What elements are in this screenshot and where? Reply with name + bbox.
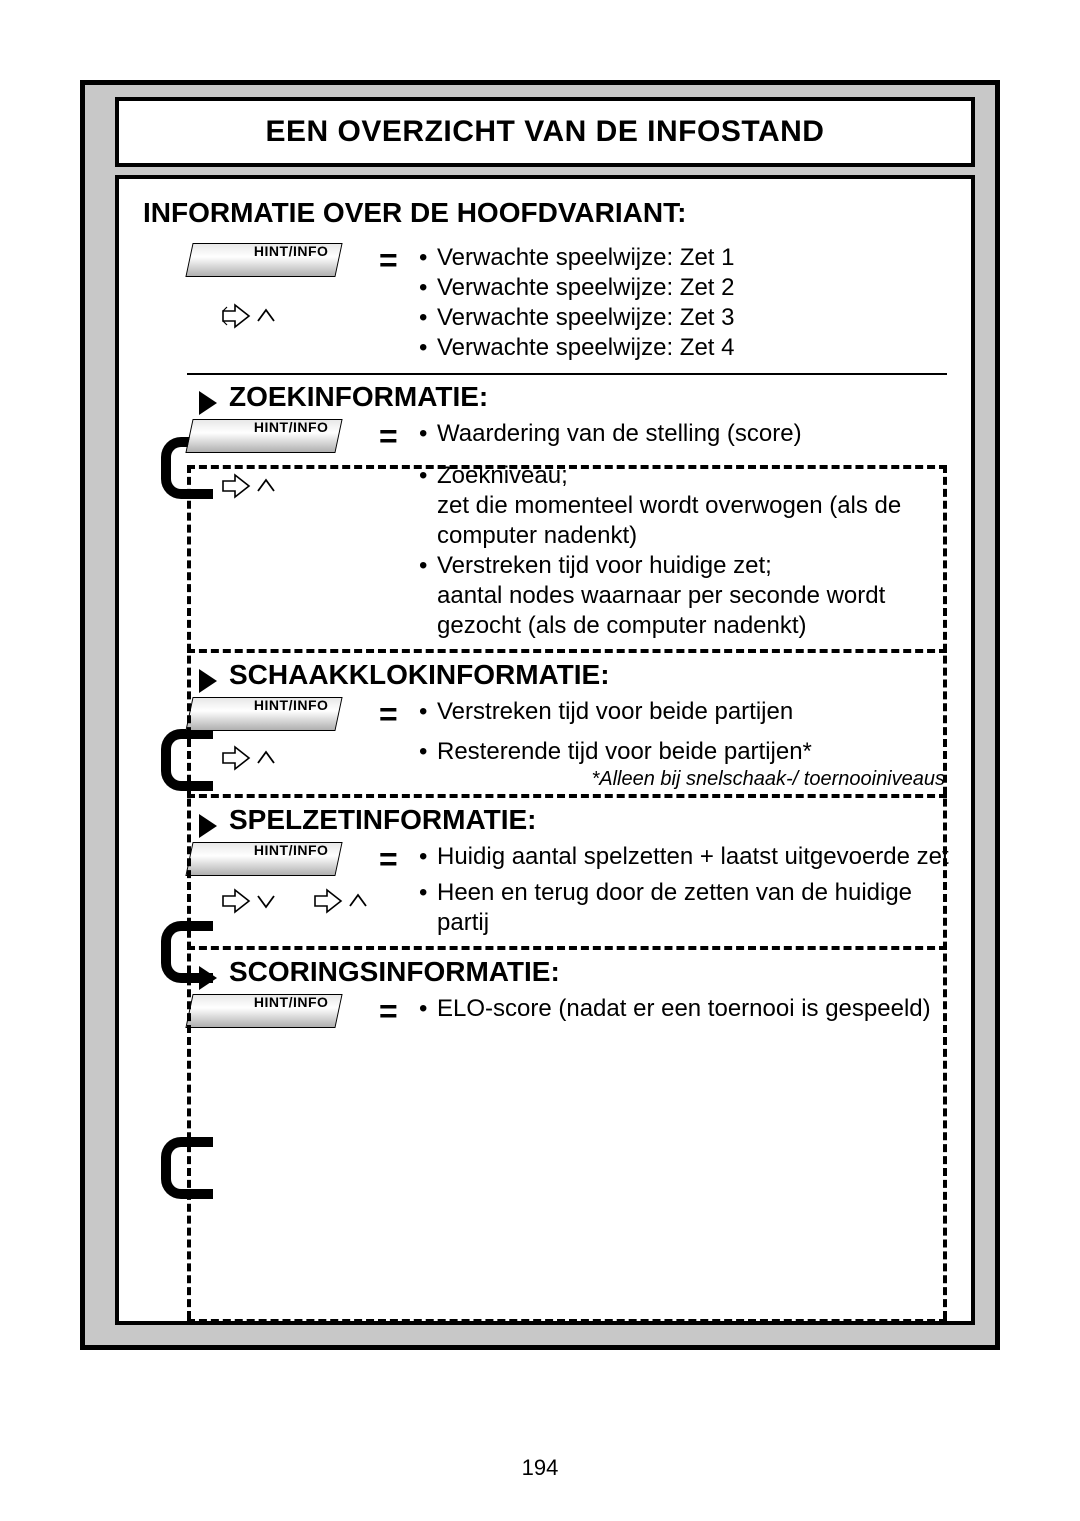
hint-info-button[interactable]: HINT/INFO (185, 994, 342, 1028)
up-chevron-icon (255, 475, 277, 497)
text-col-5: •ELO-score (nadat er een toernooi is ges… (419, 994, 971, 1024)
s2-b1: Waardering van de stelling (score) (437, 419, 802, 449)
section-5-row: HINT/INFO = •ELO-score (nadat er een toe… (119, 994, 971, 1028)
section-heading-2: ZOEKINFORMATIE: (119, 377, 971, 419)
dashed-divider-2 (187, 649, 947, 653)
arrow-head-icon (199, 966, 217, 990)
dashed-left-border (187, 465, 191, 1319)
section-heading-4: SPELZETINFORMATIE: (119, 800, 971, 842)
text-col-1: •Verwachte speelwijze: Zet 1 •Verwachte … (419, 243, 971, 363)
section-heading-3: SCHAAKKLOKINFORMATIE: (119, 655, 971, 697)
s5-b1: ELO-score (nadat er een toernooi is gesp… (437, 994, 931, 1024)
equals-icon: = (379, 242, 398, 278)
equals-icon: = (379, 418, 398, 454)
section-heading-1: INFORMATIE OVER DE HOOFDVARIANT: (119, 179, 971, 243)
right-arrow-icon (221, 745, 251, 771)
s1-b3: Verwachte speelwijze: Zet 3 (437, 303, 734, 333)
up-chevron-icon (255, 305, 277, 327)
section-3-row: HINT/INFO = •Verstreken tijd voor beide … (119, 697, 971, 792)
icons-col-4: HINT/INFO (189, 842, 379, 919)
equals-5: = (379, 994, 419, 1027)
nav-icons-4a (189, 876, 277, 914)
equals-3: = (379, 697, 419, 730)
equals-icon: = (379, 841, 398, 877)
right-arrow-icon (221, 473, 251, 499)
hint-info-label: HINT/INFO (253, 243, 328, 259)
hint-info-button[interactable]: HINT/INFO (185, 419, 342, 453)
dashed-right-border (943, 465, 947, 1319)
arrow-head-icon (199, 814, 217, 838)
hint-info-button[interactable]: HINT/INFO (185, 697, 342, 731)
dashed-divider-4 (187, 946, 947, 950)
right-arrow-icon (221, 888, 251, 914)
s4-b1: Huidig aantal spelzetten + laatst uitgev… (437, 842, 949, 872)
s3-b2: Resterende tijd voor beide partijen* (437, 737, 812, 767)
section-1-row: HINT/INFO = •Verwachte speelwijze: Zet 1… (119, 243, 971, 363)
equals-icon: = (379, 696, 398, 732)
nav-icons-4b (281, 888, 369, 914)
s3-note: *Alleen bij snelschaak-/ toernooiniveaus (419, 767, 951, 792)
icons-col-2: HINT/INFO (189, 419, 379, 504)
up-chevron-icon (255, 747, 277, 769)
section-2-row: HINT/INFO = •Waardering van de stelling … (119, 419, 971, 641)
hint-info-button[interactable]: HINT/INFO (185, 842, 342, 876)
nav-icons-1 (189, 277, 277, 329)
right-arrow-icon (313, 888, 343, 914)
s3-b1: Verstreken tijd voor beide partijen (437, 697, 793, 727)
dashed-top-border (187, 465, 947, 469)
page-number: 194 (0, 1455, 1080, 1481)
main-content-box: INFORMATIE OVER DE HOOFDVARIANT: HINT/IN… (115, 175, 975, 1325)
right-arrow-icon (221, 303, 251, 329)
text-col-4: •Huidig aantal spelzetten + laatst uitge… (419, 842, 971, 938)
equals-icon: = (379, 993, 398, 1029)
down-chevron-icon (255, 890, 277, 912)
icons-col-5: HINT/INFO (189, 994, 379, 1028)
page-frame: EEN OVERZICHT VAN DE INFOSTAND INFORMATI… (80, 80, 1000, 1350)
solid-divider-1 (187, 373, 947, 375)
page-title: EEN OVERZICHT VAN DE INFOSTAND (139, 115, 951, 149)
icons-col-3: HINT/INFO (189, 697, 379, 776)
up-chevron-icon (347, 890, 369, 912)
text-col-2: •Waardering van de stelling (score) •Zoe… (419, 419, 971, 641)
arrow-head-icon (199, 391, 217, 415)
dashed-bottom-border (187, 1319, 947, 1323)
icons-col-1: HINT/INFO (189, 243, 379, 334)
s4-b2: Heen en terug door de zetten van de huid… (437, 878, 951, 938)
text-col-3: •Verstreken tijd voor beide partijen •Re… (419, 697, 971, 792)
section-4-row: HINT/INFO = •Huidig aantal spelzetten + … (119, 842, 971, 938)
title-box: EEN OVERZICHT VAN DE INFOSTAND (115, 97, 975, 167)
section-heading-5: SCORINGSINFORMATIE: (119, 952, 971, 994)
hint-info-button[interactable]: HINT/INFO (185, 243, 342, 277)
s2-b2b: zet die momenteel wordt overwogen (als d… (437, 492, 901, 549)
equals-1: = (379, 243, 419, 276)
s1-b1: Verwachte speelwijze: Zet 1 (437, 243, 734, 273)
s2-b3a: Verstreken tijd voor huidige zet; (437, 552, 772, 579)
arrow-head-icon (199, 669, 217, 693)
s1-b4: Verwachte speelwijze: Zet 4 (437, 333, 734, 363)
s1-b2: Verwachte speelwijze: Zet 2 (437, 273, 734, 303)
dashed-divider-3 (187, 794, 947, 798)
equals-4: = (379, 842, 419, 875)
equals-2: = (379, 419, 419, 452)
s2-b3b: aantal nodes waarnaar per seconde wordt … (437, 582, 885, 639)
